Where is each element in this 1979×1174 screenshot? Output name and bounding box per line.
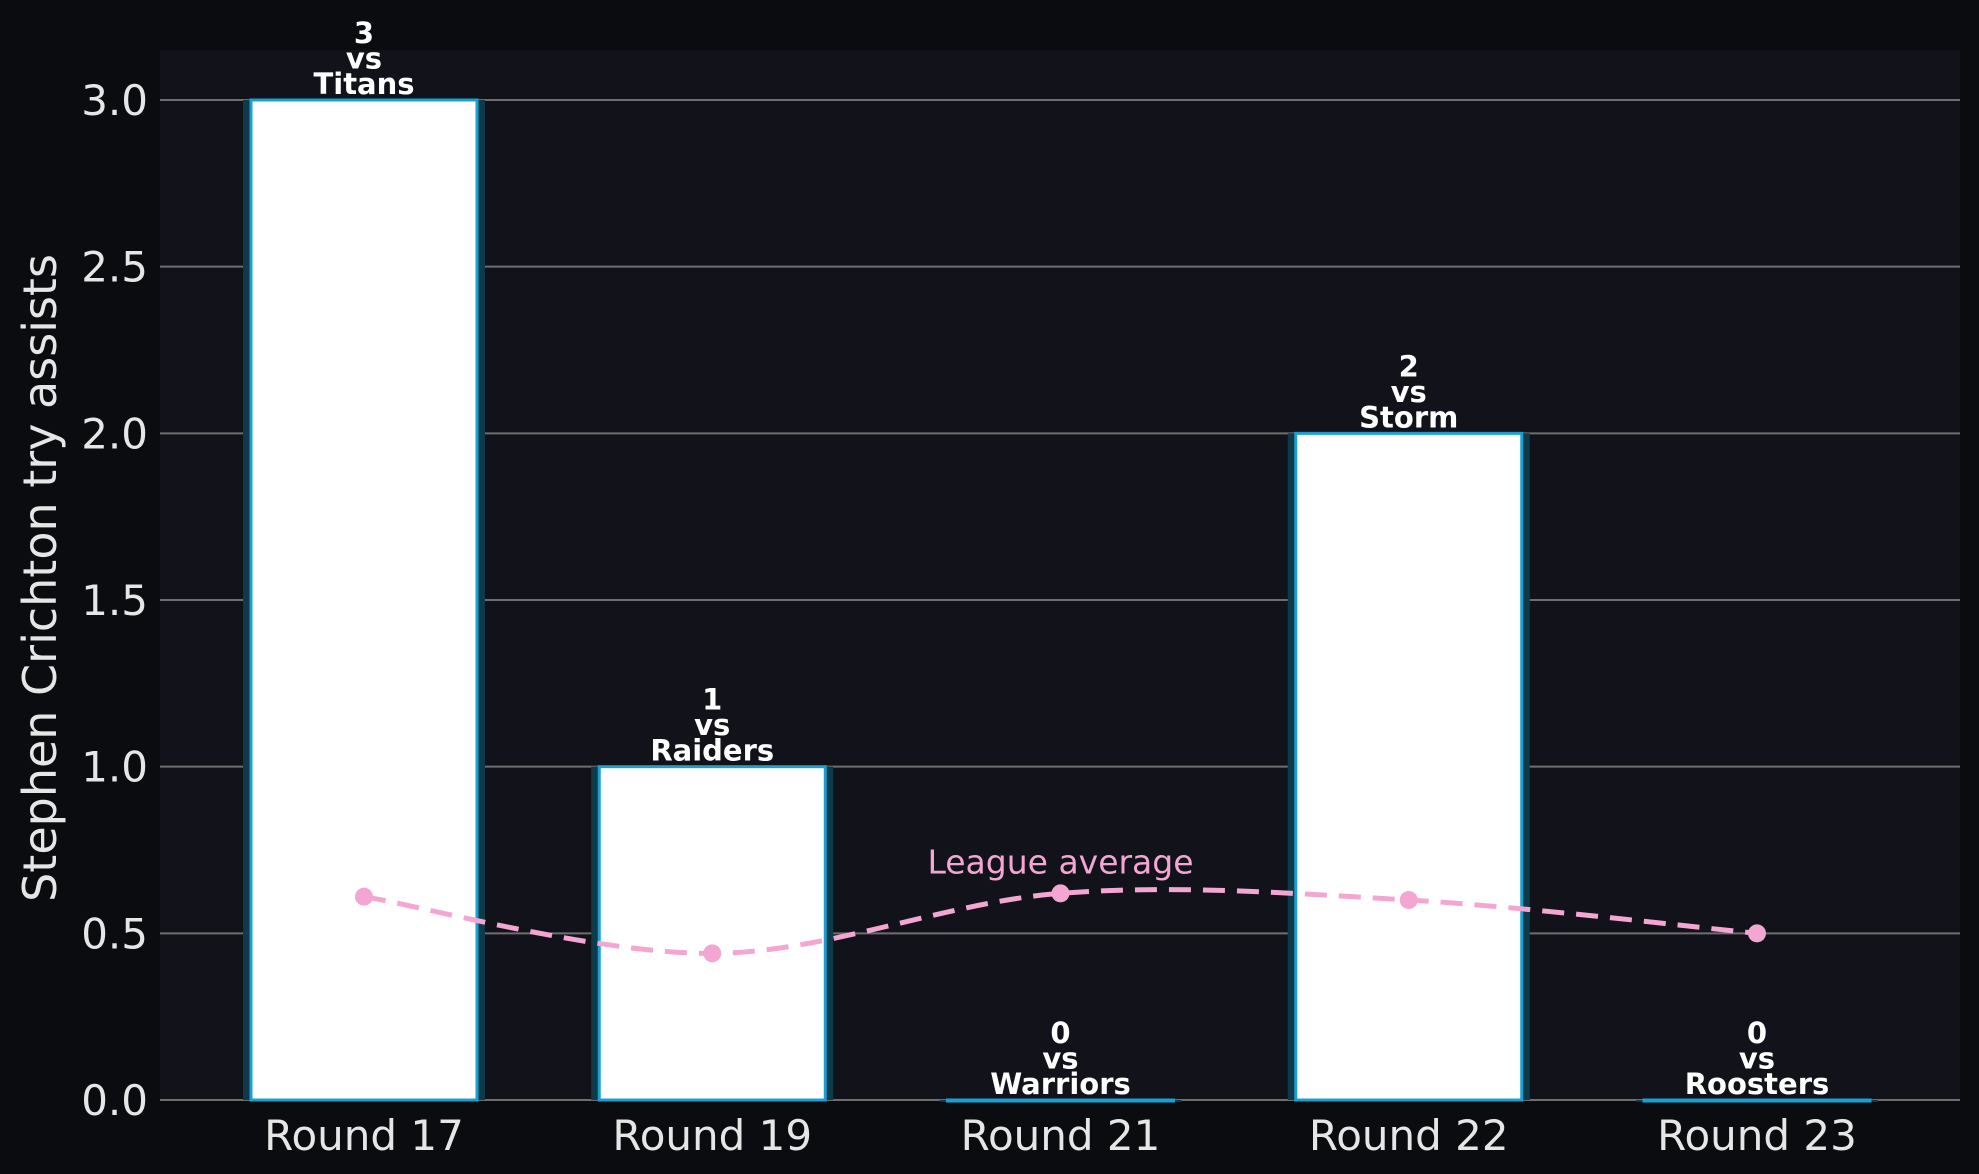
league-average-point: [1748, 924, 1766, 943]
y-tick-label: 2.0: [81, 409, 148, 458]
bar-value-label: 1: [702, 683, 722, 717]
league-average-series: League average: [355, 842, 1766, 963]
bar: [1294, 431, 1524, 1102]
y-tick-label: 0.5: [81, 909, 148, 958]
x-tick-label: Round 17: [264, 1111, 464, 1160]
bar-opponent-label: Raiders: [650, 734, 774, 768]
bar-labels: 3vsTitans1vsRaiders0vsWarriors2vsStorm0v…: [313, 16, 1829, 1101]
x-tick-label: Round 22: [1309, 1111, 1509, 1160]
bar-vs-label: vs: [1391, 375, 1427, 409]
bar-vs-label: vs: [346, 42, 382, 76]
y-axis-ticks: 0.0 0.5 1.0 1.5 2.0 2.5 3.0: [81, 76, 148, 1125]
y-tick-label: 0.0: [81, 1076, 148, 1125]
bar: [946, 1098, 1175, 1103]
league-average-label: League average: [927, 842, 1193, 881]
bar-vs-label: vs: [694, 708, 730, 742]
league-average-point: [1399, 891, 1418, 909]
league-average-point: [1051, 884, 1070, 903]
x-axis-ticks: Round 17 Round 19 Round 21 Round 22 Round 23: [264, 1111, 1857, 1160]
bar-opponent-label: Roosters: [1685, 1067, 1830, 1101]
bar-opponent-label: Titans: [313, 67, 414, 101]
y-tick-label: 1.0: [81, 743, 148, 792]
x-tick-label: Round 19: [612, 1111, 812, 1160]
x-tick-label: Round 23: [1657, 1111, 1857, 1160]
bars: [243, 98, 1878, 1103]
bar-opponent-label: Storm: [1359, 400, 1458, 434]
bar-vs-label: vs: [1739, 1042, 1775, 1076]
y-tick-label: 2.5: [81, 243, 148, 292]
y-tick-label: 3.0: [81, 76, 148, 125]
bar-vs-label: vs: [1042, 1042, 1078, 1076]
bar-opponent-label: Warriors: [990, 1067, 1131, 1101]
bar-value-label: 3: [354, 16, 374, 50]
y-axis-label: Stephen Crichton try assists: [13, 254, 67, 902]
bar: [597, 765, 827, 1102]
y-tick-label: 1.5: [81, 576, 148, 625]
league-average-point: [355, 887, 373, 906]
bar-value-label: 0: [1747, 1016, 1767, 1050]
x-tick-label: Round 21: [961, 1111, 1161, 1160]
bar-value-label: 2: [1399, 349, 1419, 383]
bar: [1642, 1098, 1872, 1103]
bar-value-label: 0: [1050, 1016, 1070, 1050]
bar: [249, 98, 479, 1102]
league-average-point: [703, 944, 722, 963]
